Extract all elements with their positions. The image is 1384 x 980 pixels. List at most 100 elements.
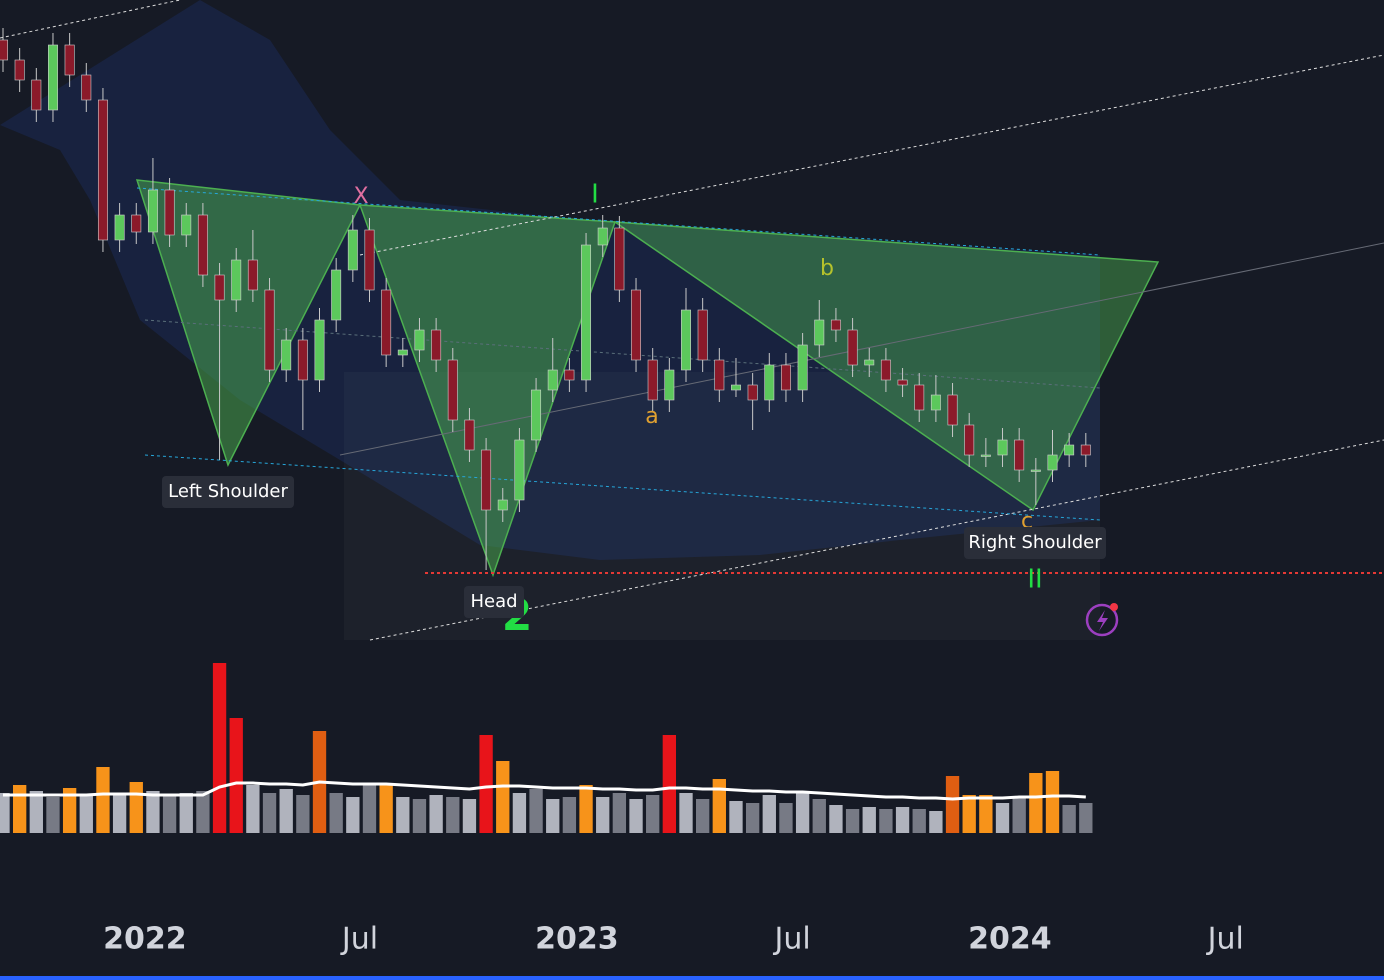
candle-body [1047,454,1058,471]
alert-icon[interactable] [1085,603,1119,637]
bottom-bar [0,976,1384,980]
volume-bar [446,797,460,833]
candle-body [214,274,225,301]
volume-bar [562,797,577,833]
volume-bar [895,807,910,833]
volume-bar [62,788,77,833]
volume-bar [0,793,10,833]
pattern-label: Right Shoulder [968,532,1102,553]
label-box [162,476,294,508]
volume-bar [529,789,543,833]
candle-body [314,319,325,381]
candle-body [1030,469,1041,472]
candle-body [364,229,375,291]
volume-bar [995,803,1010,833]
candle-body [514,439,525,501]
volume-ma [2,780,1086,801]
candle-body [264,289,275,371]
volume-bar [279,789,293,833]
volume-bar [729,801,743,833]
volume-bar [612,793,627,833]
candle-body [947,394,958,426]
candle-body [14,59,25,81]
candle-body [97,99,108,241]
candle-body [464,419,475,451]
candle-body [131,214,142,233]
median-line [339,242,1384,456]
wave-label: II [1027,565,1042,595]
volume-bar [29,791,43,833]
time-axis: 2022 Jul 2023 Jul 2024 Jul [103,922,1244,957]
volume-bar [779,803,793,833]
volume-bar [196,791,210,833]
candle-body [397,349,408,356]
volume-bar [546,799,560,833]
candle-body [381,289,392,356]
x-tick-label: 2023 [535,922,619,957]
volume-bar [46,797,60,833]
volume-bar [662,735,677,833]
volume-bar [429,795,443,833]
candle-body [797,344,808,391]
candle-body [181,214,192,236]
volume-bar [862,807,876,833]
candle-body [830,319,841,331]
volume-bar [945,776,960,833]
neckline [136,187,1101,256]
volume-bar [362,785,377,833]
volume-bar [79,795,93,833]
volume-bar [246,785,260,833]
candle-body [31,79,42,111]
candle-body [247,259,258,291]
volume-bar [412,799,427,833]
volume-panel [0,663,1093,833]
candle-body [48,44,58,111]
volume-bar [695,799,710,833]
volume-bar [845,809,860,833]
candle-body [597,227,608,246]
candle-body [880,359,891,381]
candle-body [147,189,158,233]
volume-bar [596,797,610,833]
candle-body [497,499,508,511]
candle-body [647,359,658,401]
volume-bar [212,663,227,833]
volume-bar [1062,805,1076,833]
pattern-label: Left Shoulder [168,481,288,502]
alert-dot[interactable] [1110,603,1118,611]
candle-body [347,229,358,271]
volume-bar [296,795,310,833]
label-box [464,586,524,618]
volume-bar [179,793,193,833]
volume-bar [579,785,593,833]
volume-bar [829,805,843,833]
candle-body [764,364,775,401]
candle-body [997,439,1008,456]
candle-body [1064,444,1075,456]
candle-body [331,269,342,321]
volume-bar [1012,797,1026,833]
wave-label: a [645,404,658,429]
candle-body [964,424,975,456]
volume-bar [12,785,27,833]
candle-body [547,369,558,391]
candle-body [614,227,625,291]
volume-bar [646,795,660,833]
volume-bar [745,803,760,833]
alert-ring[interactable] [1085,603,1119,637]
volume-bar [112,795,127,833]
candles [0,28,1091,570]
candle-body [581,244,592,381]
candle-body [0,39,8,61]
volume-bar [479,735,493,833]
volume-bar [346,797,360,833]
alert-bolt[interactable] [1097,610,1108,631]
label-box [964,527,1106,559]
volume-bar [262,793,277,833]
candle-body [697,309,708,361]
volume-bar [462,799,477,833]
volume-bar [96,767,110,833]
candle-body [81,74,92,101]
